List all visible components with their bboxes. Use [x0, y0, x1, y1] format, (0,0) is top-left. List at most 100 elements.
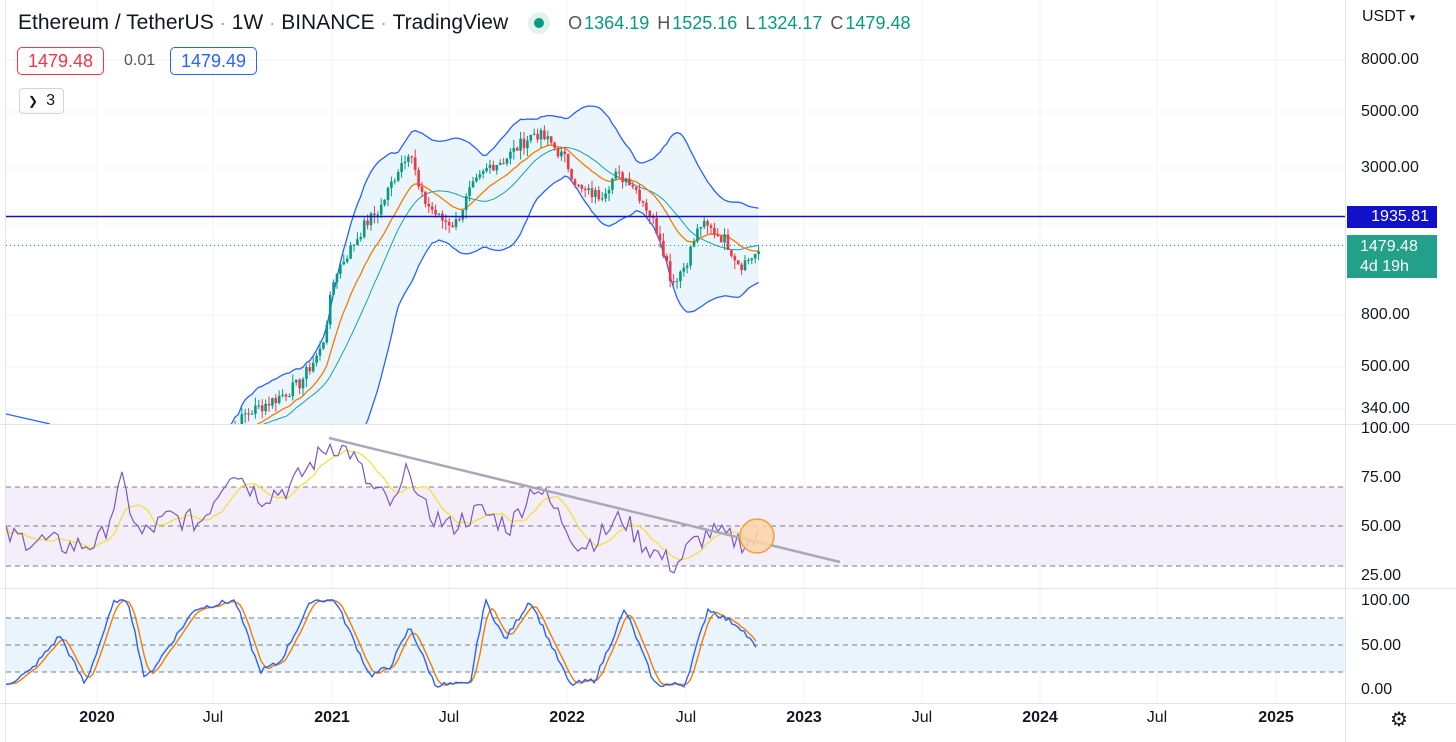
candle [757, 251, 760, 255]
gear-icon[interactable]: ⚙ [1390, 709, 1408, 731]
candle [257, 405, 261, 407]
candle [529, 134, 533, 141]
candle [444, 220, 448, 222]
currency-selector[interactable]: USDT ▾ [1362, 8, 1416, 25]
candle [410, 156, 414, 158]
candle [549, 136, 553, 143]
candle [709, 225, 713, 228]
stoch-axis-label: 100.00 [1361, 592, 1410, 609]
candle [362, 220, 366, 238]
candle [393, 180, 397, 182]
symbol-header[interactable]: Ethereum / TetherUS · 1W · BINANCE · Tra… [18, 10, 910, 36]
candle [566, 154, 570, 170]
candle [301, 378, 305, 389]
candle [560, 151, 563, 157]
candle [713, 227, 716, 235]
candle [563, 151, 567, 155]
last-price-label: 1479.48 4d 19h [1347, 235, 1437, 278]
symbol-name[interactable]: Ethereum / TetherUS [18, 11, 214, 34]
ohlc-values: O 1364.19 H 1525.16 L 1324.17 C 1479.48 [568, 12, 911, 33]
candle [284, 394, 288, 397]
candle [509, 151, 512, 159]
candle [318, 348, 322, 356]
candle [634, 186, 638, 190]
candle [536, 133, 539, 140]
candle [366, 220, 369, 226]
time-axis-label: 2022 [549, 709, 585, 726]
candle [740, 264, 743, 271]
separator-dot: · [380, 12, 387, 33]
candle [689, 246, 692, 266]
candle [359, 237, 363, 240]
candle [665, 256, 669, 262]
stoch-axis-label: 0.00 [1361, 681, 1393, 698]
candle [651, 217, 655, 219]
candle [260, 405, 264, 412]
time-axis-label: Jul [438, 709, 460, 726]
candle [345, 258, 349, 262]
candle [356, 239, 359, 245]
interval[interactable]: 1W [231, 11, 264, 34]
candle [417, 170, 420, 187]
candle [573, 179, 577, 185]
candle [288, 396, 291, 398]
candle [743, 260, 747, 271]
price-axis-label: 340.00 [1361, 400, 1410, 417]
candle [400, 163, 403, 173]
candle [373, 213, 376, 216]
candle [512, 147, 516, 152]
candle [522, 138, 526, 149]
candle [237, 428, 240, 429]
candle [468, 187, 471, 197]
candle [464, 196, 468, 211]
candle [750, 258, 754, 260]
candle [679, 271, 682, 282]
buy-button[interactable]: 1479.49 [170, 47, 258, 75]
candle [747, 259, 750, 261]
candle [217, 447, 220, 450]
rsi-pane [5, 436, 1345, 574]
price-axis-label: 8000.00 [1361, 51, 1419, 68]
candle [220, 445, 223, 447]
candle [298, 379, 301, 389]
candle [294, 379, 298, 383]
sell-button[interactable]: 1479.48 [17, 47, 105, 75]
candle [390, 181, 393, 188]
stoch-pane [5, 597, 1345, 688]
stoch-k-line [5, 597, 757, 688]
candle [254, 405, 257, 414]
candle [600, 198, 604, 200]
candle [485, 168, 488, 172]
candle [736, 260, 740, 265]
candle [234, 428, 237, 433]
time-axis-label: Jul [1146, 709, 1168, 726]
horizontal-line-label[interactable]: 1935.81 [1347, 206, 1437, 228]
spread-value: 0.01 [124, 52, 156, 69]
stoch-d-line [5, 599, 757, 686]
candle [519, 138, 522, 151]
candle [604, 193, 607, 199]
chevron-down-icon: ❯ [28, 94, 39, 108]
candle [291, 382, 295, 397]
exchange: BINANCE [281, 11, 375, 34]
candle [638, 189, 641, 201]
candle [539, 130, 543, 140]
price-axis-label: 5000.00 [1361, 103, 1419, 120]
time-axis-label: 2021 [314, 709, 350, 726]
candle [502, 163, 505, 165]
candle [662, 240, 665, 257]
candle [590, 188, 594, 198]
candle [277, 395, 281, 403]
candle [447, 221, 451, 226]
candle [621, 172, 624, 183]
candle [267, 403, 271, 406]
candle [587, 188, 590, 191]
market-status-icon[interactable] [528, 12, 551, 34]
indicators-toggle-button[interactable]: ❯ 3 [19, 88, 64, 114]
candle [675, 281, 679, 283]
candle [719, 236, 723, 243]
time-axis-label: 2020 [79, 709, 115, 726]
bollinger-lower [365, 175, 759, 424]
candle [515, 147, 519, 151]
